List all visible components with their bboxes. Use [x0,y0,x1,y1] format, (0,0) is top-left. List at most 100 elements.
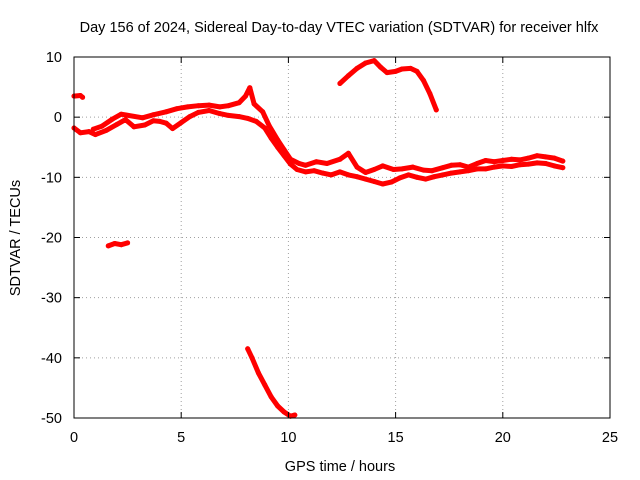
data-point [320,170,326,176]
data-point [150,118,156,124]
data-point [337,156,343,162]
data-point [391,167,396,172]
data-point [440,165,446,171]
data-point [217,104,223,110]
data-point [345,73,351,79]
data-point [247,85,253,91]
data-point [526,155,531,161]
data-point [543,161,549,166]
data-point [281,147,287,153]
data-point [440,172,446,178]
data-point [560,158,566,164]
y-tick-label: -40 [41,351,62,367]
data-point [236,114,242,120]
data-point [185,104,191,110]
data-point [311,168,317,174]
data-point [354,65,360,71]
data-point [195,109,201,115]
data-point [303,169,309,175]
data-point [157,118,163,124]
data-point [363,170,369,175]
data-point [466,164,471,170]
data-point [105,243,111,249]
data-point [363,176,369,182]
series-trace [90,85,566,175]
data-point [414,174,420,180]
data-point [262,125,268,131]
data-point [457,162,463,168]
data-point [86,129,92,135]
x-axis-label: GPS time / hours [285,459,395,475]
y-tick-label: -50 [41,411,62,427]
x-tick-label: 5 [177,430,185,446]
data-point [414,68,420,74]
data-point [288,156,293,162]
series-trace-arc [337,58,439,113]
data-point [131,124,137,130]
data-point [206,108,212,113]
x-tick-label: 15 [388,430,404,446]
data-point [77,130,83,136]
data-point [99,123,105,129]
data-point [281,409,287,415]
data-point [410,164,416,170]
data-point [266,123,272,129]
data-point [225,103,231,109]
data-point [114,121,120,127]
data-point [429,168,435,174]
data-point [408,65,414,71]
data-point [142,122,148,128]
data-point [253,118,259,124]
data-point [354,174,360,180]
data-point [217,111,223,117]
data-point [324,161,330,166]
data-point [174,106,180,112]
data-point [294,167,300,172]
data-point [245,115,251,121]
data-point [80,94,86,100]
x-tick-label: 20 [495,430,511,446]
data-point [236,100,242,106]
data-point [354,164,360,170]
data-point [517,157,523,163]
data-point [296,161,302,166]
data-point [448,162,454,168]
chart-title: Day 156 of 2024, Sidereal Day-to-day VTE… [80,20,599,36]
axis-ticks [73,56,611,419]
data-point [508,164,514,169]
data-point [103,127,109,133]
data-point [206,102,212,108]
data-point [551,155,557,161]
data-point [303,162,309,168]
series-trace-short [105,240,131,249]
series-trace-main-upper [90,85,566,175]
data-point [534,153,540,159]
data-point [543,154,549,160]
data-point [187,114,193,120]
data-point [345,172,351,178]
x-tick-label: 25 [602,430,618,446]
series-trace-main-lower [71,108,566,187]
data-point [393,68,399,74]
data-point [90,126,96,132]
y-tick-label: -10 [41,170,62,186]
data-point [313,159,319,165]
data-point [551,163,557,169]
data-point [110,116,116,122]
data-point [517,162,523,168]
data-point [363,60,369,66]
data-point [380,181,386,187]
data-point [170,126,176,132]
data-point [371,179,377,184]
data-point [378,64,384,70]
data-point [406,172,411,178]
x-tick-label: 0 [70,430,78,446]
data-point [427,91,433,97]
data-point [123,117,128,123]
data-point [421,78,426,83]
series-trace-early [71,93,86,100]
data-series [71,58,566,419]
data-point [328,172,334,178]
data-point [345,150,351,156]
